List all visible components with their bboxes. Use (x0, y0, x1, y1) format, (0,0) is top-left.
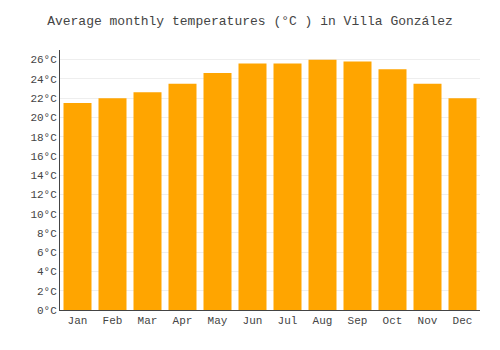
svg-text:Feb: Feb (103, 315, 123, 327)
svg-text:12°C: 12°C (30, 189, 57, 201)
svg-text:Apr: Apr (173, 315, 193, 327)
svg-text:14°C: 14°C (30, 170, 57, 182)
svg-text:Aug: Aug (313, 315, 333, 327)
svg-text:4°C: 4°C (37, 266, 57, 278)
svg-text:10°C: 10°C (30, 209, 57, 221)
svg-text:Nov: Nov (418, 315, 438, 327)
svg-text:26°C: 26°C (30, 54, 57, 66)
svg-text:6°C: 6°C (37, 247, 57, 259)
svg-text:May: May (208, 315, 228, 327)
svg-text:Mar: Mar (138, 315, 158, 327)
svg-text:18°C: 18°C (30, 132, 57, 144)
svg-text:2°C: 2°C (37, 286, 57, 298)
svg-text:Sep: Sep (348, 315, 368, 327)
svg-text:20°C: 20°C (30, 112, 57, 124)
svg-text:Jan: Jan (68, 315, 88, 327)
svg-text:8°C: 8°C (37, 228, 57, 240)
svg-text:22°C: 22°C (30, 93, 57, 105)
svg-text:16°C: 16°C (30, 151, 57, 163)
svg-text:Jul: Jul (278, 315, 298, 327)
svg-text:Jun: Jun (243, 315, 263, 327)
svg-text:Oct: Oct (383, 315, 403, 327)
svg-text:Average monthly temperatures (: Average monthly temperatures (°C ) in Vi… (47, 14, 453, 29)
svg-text:0°C: 0°C (37, 305, 57, 317)
svg-text:24°C: 24°C (30, 74, 57, 86)
svg-text:Dec: Dec (453, 315, 473, 327)
